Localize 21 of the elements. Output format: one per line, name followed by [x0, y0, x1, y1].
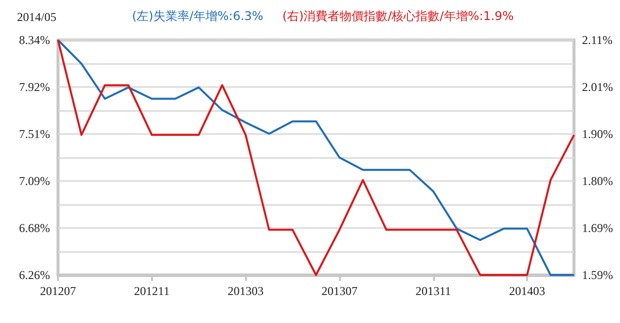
text: (右)消費者物價指數/核心指數/年增%:1.9% — [282, 9, 514, 23]
y2-tick-label: 2.11% — [582, 33, 613, 47]
x-tick-label: 201211 — [134, 284, 170, 298]
chart-title: 2014/05 — [17, 10, 56, 24]
y-tick-label: 6.26% — [19, 268, 50, 282]
x-tick-label: 201403 — [509, 284, 546, 298]
y-tick-label: 8.34% — [19, 33, 50, 47]
y2-tick-label: 1.69% — [582, 221, 613, 235]
x-tick-label: 201303 — [228, 284, 264, 298]
y-tick-label: 7.51% — [19, 127, 50, 141]
x-tick-label: 201207 — [40, 284, 76, 298]
y-tick-label: 6.68% — [19, 221, 50, 235]
text: (左)失業率/年增%:6.3% — [132, 9, 264, 23]
y2-tick-label: 1.90% — [582, 127, 613, 141]
y2-tick-label: 2.01% — [582, 80, 613, 94]
y-tick-label: 7.09% — [19, 174, 50, 188]
y2-tick-label: 1.80% — [582, 174, 613, 188]
x-tick-label: 201311 — [415, 284, 452, 298]
x-tick-label: 201307 — [321, 284, 358, 298]
y-tick-label: 7.92% — [19, 80, 50, 94]
y2-tick-label: 1.59% — [582, 268, 613, 282]
